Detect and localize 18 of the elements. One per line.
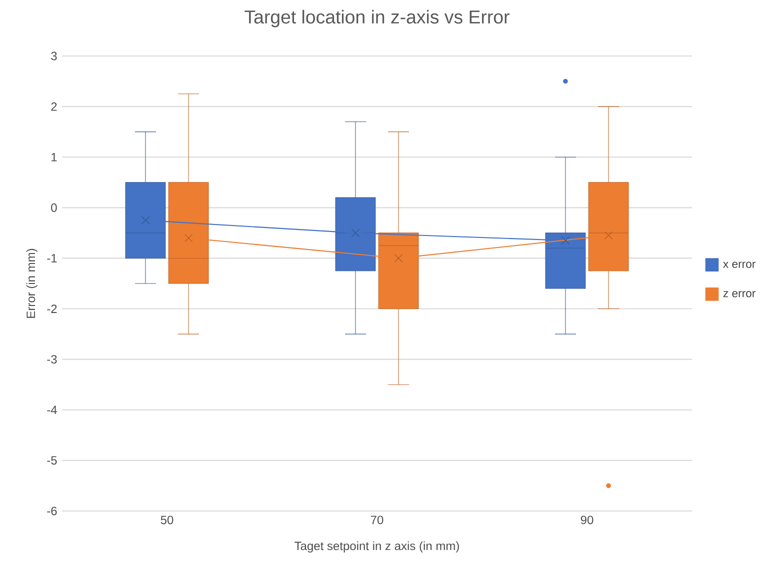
y-tick-label: 2 <box>51 102 57 111</box>
x-tick-label: 70 <box>370 516 384 524</box>
y-tick-label: 0 <box>51 203 57 212</box>
y-tick-label: 1 <box>52 152 57 162</box>
x-axis-title: Taget setpoint in z axis (in mm) <box>294 541 459 553</box>
y-tick-label: -1 <box>47 254 57 262</box>
legend-label: x error <box>723 262 756 268</box>
y-tick-label: -4 <box>47 406 57 414</box>
y-tick-label: -6 <box>47 506 57 516</box>
y-tick-label: -2 <box>47 304 57 313</box>
y-axis-title: Error (in mm) <box>26 248 38 318</box>
y-tick-label: 3 <box>51 52 57 60</box>
x-tick-label: 90 <box>580 516 594 524</box>
x-tick-label: 50 <box>160 516 174 524</box>
legend-label: z error <box>723 291 756 298</box>
chart-title: Target location in z-axis vs Error <box>244 10 510 28</box>
y-tick-label: -5 <box>47 456 57 465</box>
y-tick-label: -3 <box>47 355 57 364</box>
